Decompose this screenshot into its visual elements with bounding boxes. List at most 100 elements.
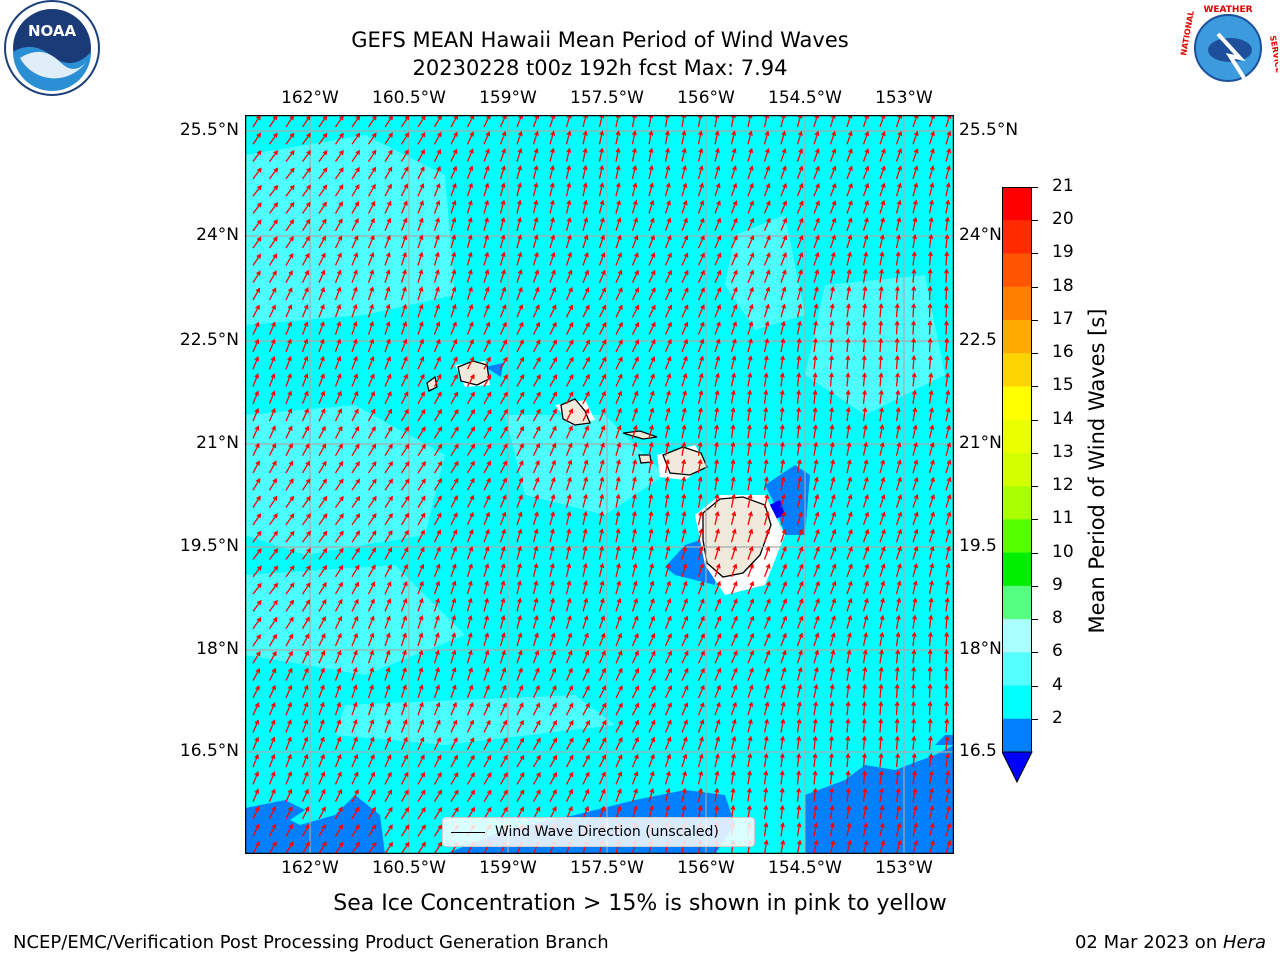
wave-direction-arrow [697,217,705,232]
wave-direction-arrow [780,546,787,560]
wave-direction-arrow [318,599,327,612]
wave-direction-arrow [862,459,869,474]
wave-direction-arrow [384,529,393,543]
wave-direction-arrow [516,130,523,145]
wave-direction-arrow [879,787,885,802]
wave-direction-arrow [499,426,508,439]
wave-direction-arrow [747,701,754,716]
wave-direction-arrow [664,115,670,128]
wave-direction-arrow [664,493,670,508]
wave-direction-arrow [483,632,490,647]
wave-direction-arrow [334,615,343,629]
wave-direction-arrow [944,337,950,352]
wave-direction-arrow [845,700,851,716]
wave-direction-arrow [400,355,408,370]
wave-direction-arrow [796,701,802,716]
wave-direction-arrow [681,182,688,197]
wave-direction-arrow [516,614,523,629]
wave-direction-arrow [252,719,260,733]
wave-direction-arrow [499,494,507,508]
wave-direction-arrow [730,650,738,664]
wave-direction-arrow [714,476,720,491]
wave-direction-arrow [384,615,391,629]
wave-direction-arrow [664,287,673,301]
wave-direction-arrow [598,597,605,612]
wave-direction-arrow [895,752,901,768]
wave-direction-arrow [285,684,293,699]
wave-direction-arrow [285,150,295,162]
wave-direction-arrow [499,460,508,474]
wave-direction-arrow [862,389,868,404]
wave-direction-arrow [631,252,639,266]
wave-direction-arrow [598,737,607,751]
wave-direction-arrow [862,597,869,612]
wave-direction-arrow [846,614,853,629]
wave-direction-arrow [879,459,886,474]
wave-direction-arrow [268,633,278,647]
wave-direction-arrow [895,476,902,491]
wave-direction-arrow [268,650,277,664]
wave-direction-arrow [334,269,342,283]
wave-direction-arrow [367,684,374,699]
wave-direction-arrow [532,719,541,733]
wave-direction-arrow [318,303,325,318]
wave-direction-arrow [483,597,490,612]
wave-direction-arrow [549,130,556,145]
wave-direction-arrow [846,649,852,664]
wave-direction-arrow [912,424,918,439]
wave-direction-arrow [252,823,260,837]
wave-direction-arrow [681,424,687,439]
wave-direction-arrow [466,303,474,318]
wave-direction-arrow [697,200,705,214]
wave-direction-arrow [747,320,754,335]
wave-direction-arrow [846,632,852,647]
lat-tick-right: 24°N [959,225,1002,245]
wave-direction-arrow [334,598,343,612]
wave-direction-arrow [367,303,374,318]
wave-direction-arrow [483,563,490,577]
wave-direction-arrow [648,580,655,595]
wave-direction-arrow [549,115,556,128]
wave-direction-arrow [285,495,295,508]
wave-direction-arrow [730,115,736,128]
wave-direction-arrow [911,302,917,318]
wave-direction-arrow [615,339,623,353]
wave-direction-arrow [466,546,474,560]
wave-direction-arrow [763,563,771,578]
wave-direction-arrow [417,183,425,197]
wave-direction-arrow [483,374,492,387]
wave-direction-arrow [796,303,803,318]
wave-direction-arrow [483,182,490,197]
wave-direction-arrow [466,580,473,595]
wave-direction-arrow [598,510,605,526]
wave-direction-arrow [697,269,705,283]
wave-direction-arrow [334,218,343,232]
wave-direction-arrow [615,269,623,283]
wave-direction-arrow [763,667,771,681]
wave-direction-arrow [747,770,753,785]
wave-direction-arrow [615,580,622,595]
wave-direction-arrow [351,530,361,543]
wave-direction-arrow [400,546,409,560]
wave-direction-arrow [747,650,755,664]
wave-direction-arrow [268,460,277,474]
wave-direction-arrow [862,234,869,249]
wave-direction-arrow [598,493,605,508]
wave-direction-arrow [268,219,278,232]
wave-direction-arrow [796,493,803,508]
wave-direction-arrow [681,804,687,820]
wave-direction-arrow [466,165,474,180]
wave-direction-arrow [384,754,392,768]
wave-direction-arrow [714,580,721,595]
wave-direction-arrow [747,234,755,249]
wave-direction-arrow [301,650,309,664]
wave-direction-arrow [796,752,802,768]
wave-direction-arrow [895,494,903,508]
wave-direction-arrow [928,130,935,145]
wave-direction-arrow [285,513,295,526]
lon-tick-top: 154.5°W [768,88,842,108]
wave-direction-arrow [367,632,375,647]
wave-direction-arrow [747,115,753,128]
wave-direction-arrow [927,268,933,283]
wave-direction-arrow [697,441,703,456]
